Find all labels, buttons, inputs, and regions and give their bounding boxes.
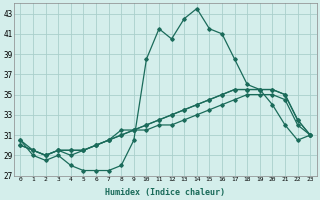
X-axis label: Humidex (Indice chaleur): Humidex (Indice chaleur) — [105, 188, 225, 197]
